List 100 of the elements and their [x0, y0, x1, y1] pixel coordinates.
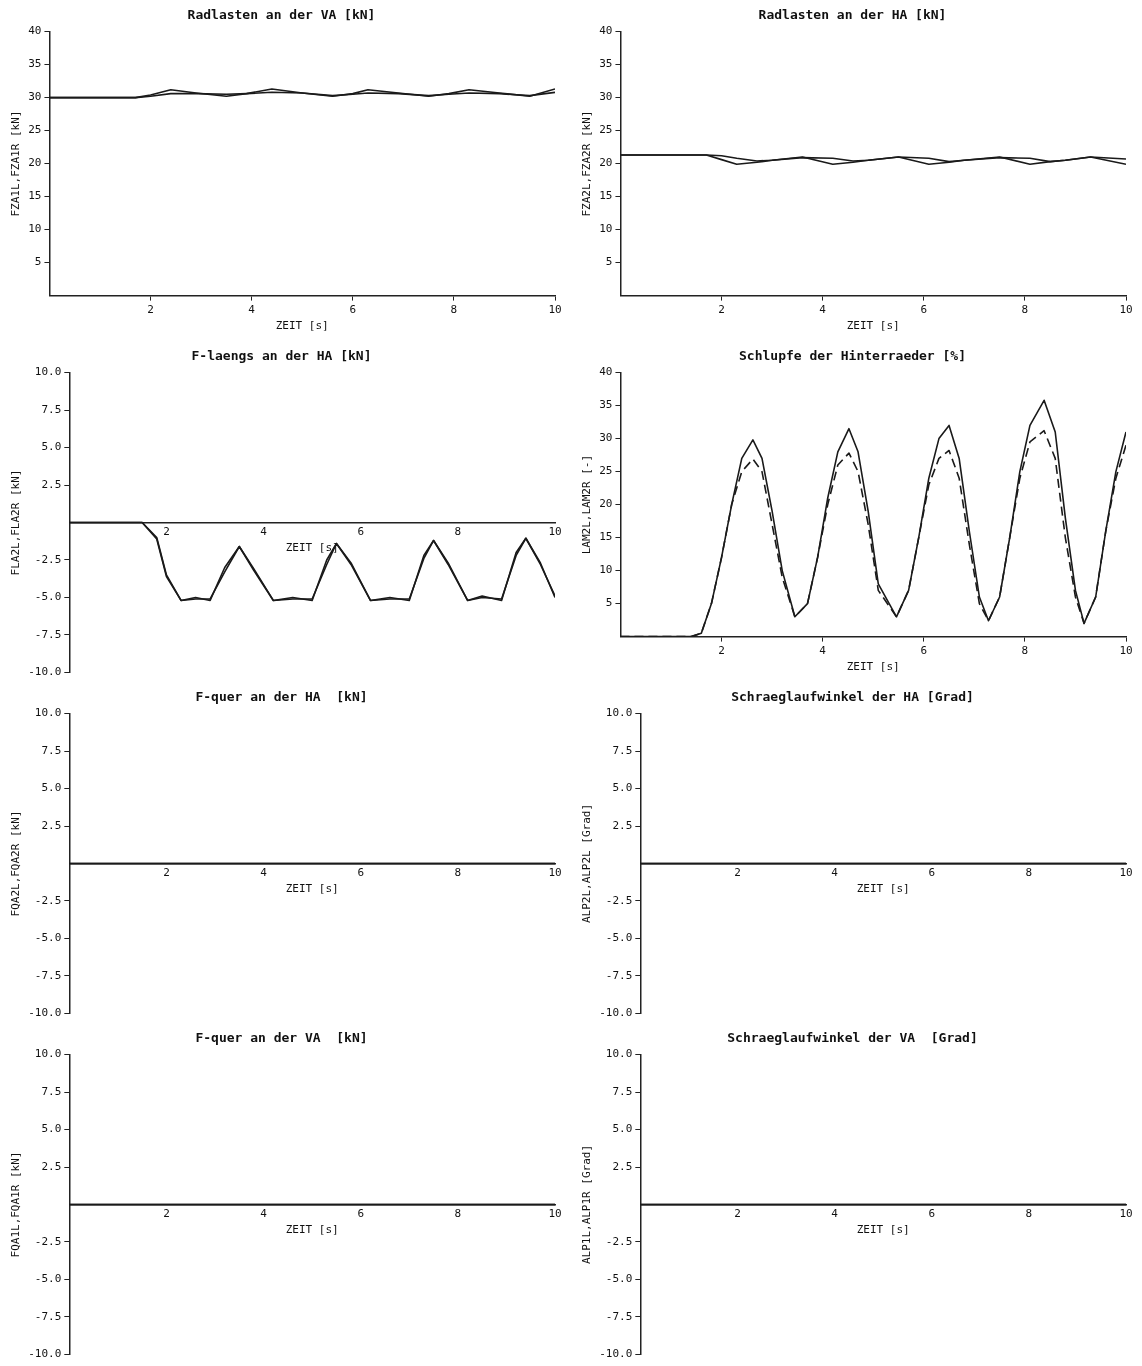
y-tick-label: 2.5: [41, 1159, 62, 1173]
chart-title: Radlasten an der VA [kN]: [187, 7, 376, 23]
y-tick-label: 10: [28, 222, 42, 236]
y-tick-label: -5.0: [605, 1272, 633, 1286]
x-tick-label: 8: [454, 865, 462, 879]
chart-title: Schlupfe der Hinterraeder [%]: [739, 348, 966, 364]
chart-title: Schraeglaufwinkel der VA [Grad]: [727, 1030, 978, 1046]
x-tick-label: 10: [1119, 1206, 1133, 1220]
chart-title: F-quer an der VA [kN]: [195, 1030, 368, 1046]
x-tick-label: 8: [454, 1206, 462, 1220]
y-tick-label: -10.0: [599, 1006, 633, 1020]
y-tick-label: 7.5: [41, 1084, 62, 1098]
x-tick-label: 4: [260, 865, 268, 879]
x-tick-label: 2: [734, 1206, 741, 1220]
x-tick-label: 4: [260, 524, 268, 538]
y-tick-label: 10.0: [605, 706, 633, 720]
y-axis-title: ALP1L,ALP1R [Grad]: [580, 1144, 594, 1265]
y-tick-label: 40: [599, 365, 613, 379]
y-tick-label: -2.5: [34, 1234, 62, 1248]
y-axis-title: FLA2L,FLA2R [kN]: [9, 469, 23, 576]
chart-title: Schraeglaufwinkel der HA [Grad]: [731, 689, 974, 705]
y-tick-label: -10.0: [599, 1347, 633, 1361]
x-tick-label: 10: [548, 865, 562, 879]
y-tick-label: 15: [599, 530, 613, 544]
y-tick-label: 20: [28, 156, 42, 170]
y-tick-label: 7.5: [612, 743, 633, 757]
x-tick-label: 2: [163, 865, 170, 879]
x-tick-label: 6: [349, 303, 357, 317]
y-tick-label: 25: [599, 123, 613, 137]
y-tick-label: 5.0: [41, 781, 62, 795]
y-tick-label: -7.5: [34, 627, 62, 641]
y-axis-title: LAM2L,LAM2R [-]: [580, 454, 594, 555]
y-tick-label: 5.0: [612, 781, 633, 795]
y-tick-label: 25: [28, 123, 42, 137]
chart-title: Radlasten an der HA [kN]: [758, 7, 947, 23]
x-tick-label: 8: [1025, 1206, 1033, 1220]
y-tick-label: -7.5: [34, 1309, 62, 1323]
y-tick-label: 2.5: [41, 477, 62, 491]
x-tick-label: 8: [1021, 303, 1029, 317]
x-axis-title: ZEIT [s]: [856, 882, 910, 896]
y-tick-label: -10.0: [28, 1347, 62, 1361]
x-tick-label: 8: [1021, 644, 1029, 658]
y-tick-label: 30: [599, 431, 613, 445]
x-tick-label: 6: [357, 1206, 365, 1220]
y-tick-label: 15: [599, 189, 613, 203]
y-tick-label: 5.0: [41, 440, 62, 454]
x-tick-label: 10: [1119, 303, 1133, 317]
y-tick-label: -5.0: [605, 931, 633, 945]
x-tick-label: 2: [147, 303, 154, 317]
x-axis-title: ZEIT [s]: [285, 1223, 339, 1237]
y-axis-title: ALP2L,ALP2L [Grad]: [580, 803, 594, 924]
x-tick-label: 6: [928, 865, 936, 879]
x-axis-title: ZEIT [s]: [846, 660, 900, 674]
x-tick-label: 6: [928, 1206, 936, 1220]
x-tick-label: 6: [357, 524, 365, 538]
y-tick-label: 15: [28, 189, 42, 203]
y-axis-title: FZA2L,FZA2R [kN]: [580, 110, 594, 217]
x-tick-label: 4: [248, 303, 256, 317]
y-tick-label: 5.0: [41, 1122, 62, 1136]
x-tick-label: 10: [548, 1206, 562, 1220]
x-tick-label: 4: [819, 644, 827, 658]
y-tick-label: 7.5: [41, 402, 62, 416]
chart-title: F-laengs an der HA [kN]: [191, 348, 372, 364]
y-tick-label: -10.0: [28, 1006, 62, 1020]
y-tick-label: -7.5: [34, 968, 62, 982]
y-tick-label: 10: [599, 222, 613, 236]
y-tick-label: 35: [599, 398, 613, 412]
y-tick-label: 35: [28, 57, 42, 71]
y-tick-label: 20: [599, 156, 613, 170]
y-tick-label: -2.5: [34, 893, 62, 907]
y-tick-label: 40: [599, 24, 613, 38]
y-tick-label: -10.0: [28, 665, 62, 679]
y-tick-label: -2.5: [605, 893, 633, 907]
y-tick-label: 35: [599, 57, 613, 71]
y-tick-label: 5: [605, 596, 613, 610]
y-tick-label: 30: [28, 90, 42, 104]
x-tick-label: 2: [163, 524, 170, 538]
y-tick-label: -5.0: [34, 590, 62, 604]
x-axis-title: ZEIT [s]: [275, 319, 329, 333]
y-tick-label: 10.0: [34, 365, 62, 379]
y-tick-label: 10.0: [605, 1047, 633, 1061]
y-tick-label: 10: [599, 563, 613, 577]
y-tick-label: 25: [599, 464, 613, 478]
x-tick-label: 4: [831, 865, 839, 879]
x-tick-label: 8: [454, 524, 462, 538]
y-tick-label: -7.5: [605, 968, 633, 982]
y-tick-label: 2.5: [41, 818, 62, 832]
y-tick-label: 5.0: [612, 1122, 633, 1136]
y-axis-title: FQA1L,FQA1R [kN]: [9, 1151, 23, 1258]
x-tick-label: 2: [163, 1206, 170, 1220]
y-tick-label: 30: [599, 90, 613, 104]
x-tick-label: 8: [450, 303, 458, 317]
x-tick-label: 10: [1119, 865, 1133, 879]
x-tick-label: 4: [260, 1206, 268, 1220]
y-tick-label: 10.0: [34, 1047, 62, 1061]
y-tick-label: -2.5: [34, 552, 62, 566]
x-tick-label: 8: [1025, 865, 1033, 879]
x-tick-label: 2: [734, 865, 741, 879]
y-tick-label: 7.5: [41, 743, 62, 757]
y-tick-label: -5.0: [34, 931, 62, 945]
